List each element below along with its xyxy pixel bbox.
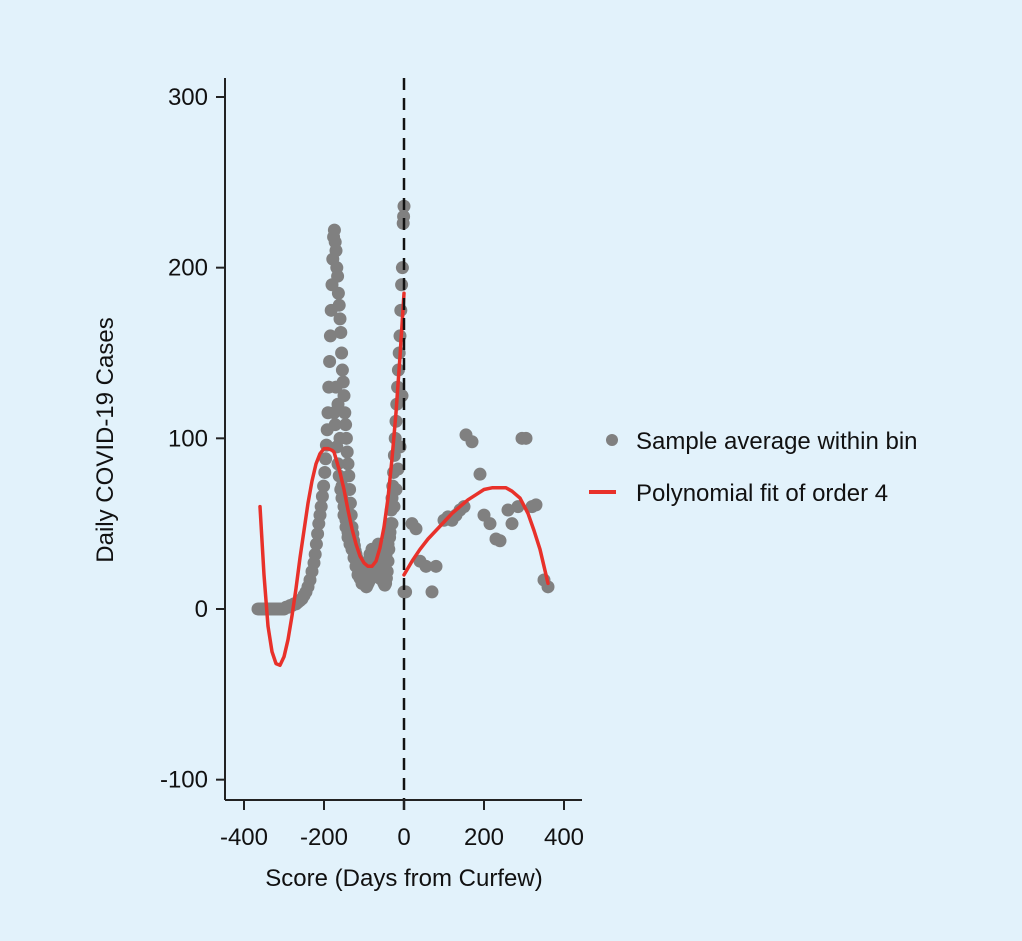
data-point [529,498,543,512]
data-point [541,580,555,594]
x-tick-label: -400 [220,824,268,851]
legend-label-scatter: Sample average within bin [636,428,918,455]
data-point [342,469,356,483]
data-point [328,418,342,432]
data-point [409,522,423,536]
y-tick-label: 300 [168,84,208,111]
data-point [340,445,354,459]
data-point [399,585,413,599]
x-ticks: -400 -200 0 200 400 [220,800,584,851]
data-point [332,298,346,312]
data-point [327,406,341,420]
data-point [387,500,401,514]
legend-label-fit: Polynomial fit of order 4 [636,480,888,507]
data-point [318,465,332,479]
data-point [329,380,343,394]
data-point [465,435,479,449]
x-tick-label: -200 [300,824,348,851]
data-point [309,537,323,551]
data-point [391,462,405,476]
data-point [317,479,331,493]
y-ticks: -100 0 100 200 300 [160,84,225,794]
legend: Sample average within bin Polynomial fit… [589,428,918,507]
data-point [394,303,408,317]
data-point [397,209,411,223]
axes: -100 0 100 200 300 -400 -200 0 200 400 Score (Da… [92,78,584,892]
data-point [323,355,337,369]
data-point [501,503,515,517]
data-point [331,269,345,283]
data-point [429,559,443,573]
data-point [385,517,399,531]
data-point [329,244,343,258]
data-point [334,326,348,340]
data-point [457,500,471,514]
y-axis-title: Daily COVID-19 Cases [92,317,119,562]
data-point [375,564,389,578]
data-point [335,363,349,377]
fit-line-right [402,486,550,586]
data-point [379,547,393,561]
data-point [425,585,439,599]
data-point [333,312,347,326]
data-point [335,346,349,360]
data-point [381,537,395,551]
data-point [319,452,333,466]
fit-line-left [258,291,406,668]
x-tick-label: 0 [397,824,410,851]
x-axis-title: Score (Days from Curfew) [265,865,542,892]
data-point [339,418,353,432]
data-point [419,559,433,573]
data-point [314,500,328,514]
data-point [323,329,337,343]
data-point [355,576,369,590]
y-tick-label: 200 [168,255,208,282]
data-point [473,467,487,481]
data-point [395,261,409,275]
data-point [308,547,322,561]
data-point [505,517,519,531]
data-point [315,489,329,503]
data-point [327,223,341,237]
data-point [519,431,533,445]
data-point [311,527,325,541]
data-point [341,457,355,471]
data-point [493,534,507,548]
data-point [395,278,409,292]
y-tick-label: 100 [168,425,208,452]
data-point [389,483,403,497]
x-tick-label: 200 [464,824,504,851]
fit-layer [258,291,550,668]
y-tick-label: -100 [160,767,208,794]
data-point [483,517,497,531]
y-tick-label: 0 [195,596,208,623]
legend-marker-dot [606,434,618,446]
x-tick-label: 400 [544,824,584,851]
data-point [331,286,345,300]
